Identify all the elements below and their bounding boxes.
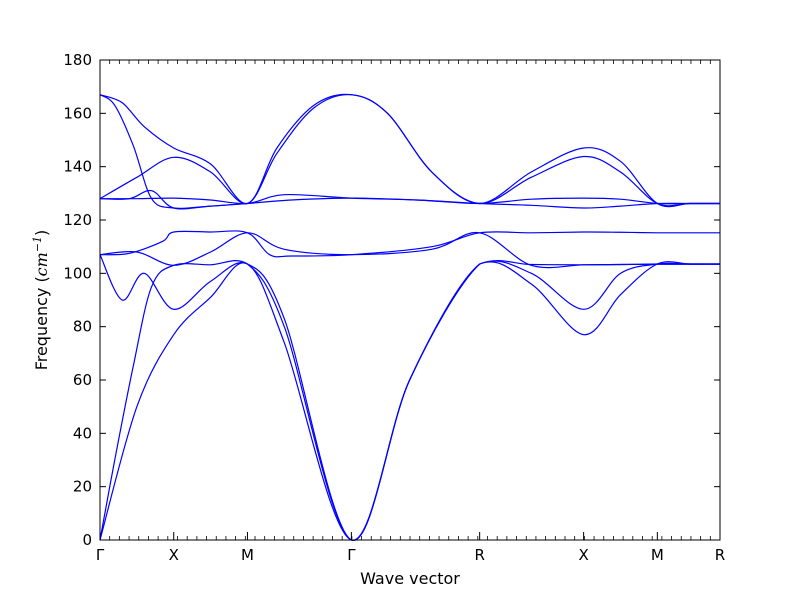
plot-frame (99, 59, 721, 541)
x-tick-label: R (474, 546, 484, 564)
y-axis-label: Frequency (cm−1) (31, 230, 51, 371)
y-tick-label: 160 (63, 104, 92, 122)
phonon-branch-5 (99, 231, 720, 269)
x-tick-label: X (578, 546, 588, 564)
y-axis-ticks: 0 20 40 60 80 100 120 140 160 180 (63, 51, 720, 549)
y-tick-label: 100 (63, 264, 92, 282)
y-tick-label: 120 (63, 211, 92, 229)
y-tick-label: 80 (73, 318, 92, 336)
x-tick-label: X (169, 546, 179, 564)
x-tick-label: Γ (96, 546, 105, 564)
x-tick-label: R (715, 546, 725, 564)
x-tick-label: M (651, 546, 664, 564)
plot-area (100, 60, 720, 540)
y-tick-label: 180 (63, 51, 92, 69)
phonon-branch-10 (99, 94, 248, 210)
y-axis-label-unit: cm (32, 252, 51, 276)
x-axis-label: Wave vector (360, 569, 460, 588)
y-tick-label: 40 (73, 424, 92, 442)
y-tick-label: 0 (82, 531, 92, 549)
y-tick-label: 140 (63, 158, 92, 176)
series-layer (99, 93, 720, 541)
x-tick-label: M (241, 546, 254, 564)
y-tick-label: 20 (73, 478, 92, 496)
y-axis-label-prefix: Frequency ( (32, 276, 51, 370)
phonon-branch-7 (99, 193, 720, 205)
phonon-branch-3 (99, 254, 720, 541)
y-axis-label-suffix: ) (32, 230, 51, 236)
y-axis-label-exponent: −1 (31, 236, 44, 252)
phonon-branch-9 (99, 93, 720, 208)
y-tick-label: 60 (73, 371, 92, 389)
x-tick-label: Γ (347, 546, 356, 564)
